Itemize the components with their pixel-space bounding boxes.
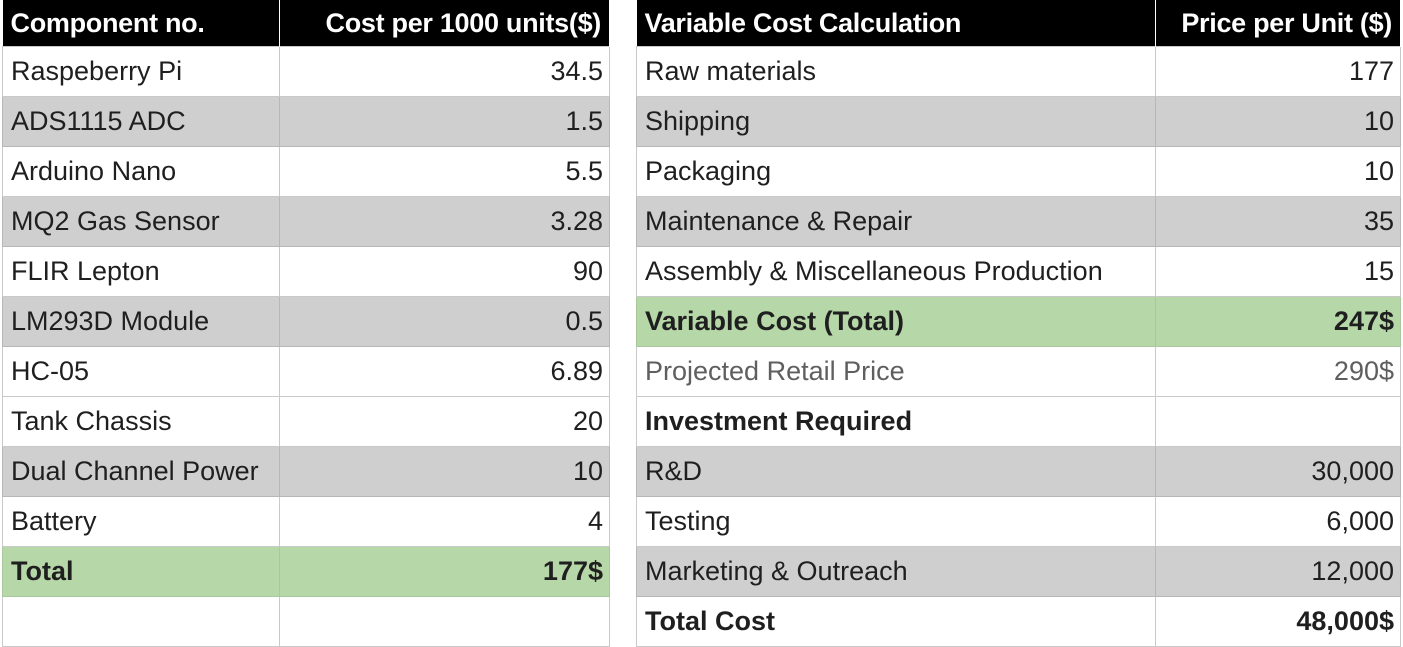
cost-label: Assembly & Miscellaneous Production <box>636 246 1156 297</box>
empty-cell <box>2 596 280 647</box>
cost-label: Packaging <box>636 146 1156 197</box>
component-cost: 5.5 <box>279 146 610 197</box>
column-header-calculation: Variable Cost Calculation <box>636 0 1156 47</box>
component-cost: 10 <box>279 446 610 497</box>
cost-value: 247$ <box>1155 296 1401 347</box>
cost-value: 10 <box>1155 146 1401 197</box>
table-row: Raspeberry Pi 34.5 <box>2 46 610 97</box>
total-value: 177$ <box>279 546 610 597</box>
table-row: MQ2 Gas Sensor 3.28 <box>2 196 610 247</box>
table-row: Projected Retail Price 290$ <box>636 346 1401 397</box>
component-cost: 6.89 <box>279 346 610 397</box>
component-cost: 90 <box>279 246 610 297</box>
table-row: Assembly & Miscellaneous Production 15 <box>636 246 1401 297</box>
component-name: FLIR Lepton <box>2 246 280 297</box>
cost-value: 290$ <box>1155 346 1401 397</box>
table-row: ADS1115 ADC 1.5 <box>2 96 610 147</box>
component-name: Battery <box>2 496 280 547</box>
cost-label: Marketing & Outreach <box>636 546 1156 597</box>
table-row: R&D 30,000 <box>636 446 1401 497</box>
cost-label: Testing <box>636 496 1156 547</box>
table-row: Maintenance & Repair 35 <box>636 196 1401 247</box>
cost-value: 10 <box>1155 96 1401 147</box>
table-row: Tank Chassis 20 <box>2 396 610 447</box>
component-name: Dual Channel Power <box>2 446 280 497</box>
component-cost: 4 <box>279 496 610 547</box>
component-name: Arduino Nano <box>2 146 280 197</box>
table-row: Arduino Nano 5.5 <box>2 146 610 197</box>
table-row: Testing 6,000 <box>636 496 1401 547</box>
variable-cost-table: Variable Cost Calculation Price per Unit… <box>636 0 1401 647</box>
component-name: Tank Chassis <box>2 396 280 447</box>
component-name: Raspeberry Pi <box>2 46 280 97</box>
table-row: HC-05 6.89 <box>2 346 610 397</box>
component-cost: 34.5 <box>279 46 610 97</box>
variable-cost-total-row: Variable Cost (Total) 247$ <box>636 296 1401 347</box>
component-cost: 1.5 <box>279 96 610 147</box>
empty-cell <box>279 596 610 647</box>
cost-label: Projected Retail Price <box>636 346 1156 397</box>
cost-value <box>1155 396 1401 447</box>
cost-value: 177 <box>1155 46 1401 97</box>
cost-label: Raw materials <box>636 46 1156 97</box>
cost-value: 35 <box>1155 196 1401 247</box>
cost-label: Maintenance & Repair <box>636 196 1156 247</box>
cost-value: 12,000 <box>1155 546 1401 597</box>
cost-label: Total Cost <box>636 596 1156 647</box>
component-cost: 20 <box>279 396 610 447</box>
empty-row <box>2 596 610 647</box>
component-cost-table: Component no. Cost per 1000 units($) Ras… <box>2 0 610 647</box>
cost-value: 15 <box>1155 246 1401 297</box>
component-name: HC-05 <box>2 346 280 397</box>
table-row: Battery 4 <box>2 496 610 547</box>
cost-label: Shipping <box>636 96 1156 147</box>
component-name: MQ2 Gas Sensor <box>2 196 280 247</box>
component-name: ADS1115 ADC <box>2 96 280 147</box>
table-row: Marketing & Outreach 12,000 <box>636 546 1401 597</box>
cost-value: 48,000$ <box>1155 596 1401 647</box>
table-header-row: Variable Cost Calculation Price per Unit… <box>636 0 1401 47</box>
column-header-price: Price per Unit ($) <box>1155 0 1401 47</box>
column-header-component: Component no. <box>2 0 280 47</box>
column-header-cost: Cost per 1000 units($) <box>279 0 610 47</box>
section-label: Investment Required <box>636 396 1156 447</box>
cost-value: 6,000 <box>1155 496 1401 547</box>
table-row: Packaging 10 <box>636 146 1401 197</box>
component-cost: 3.28 <box>279 196 610 247</box>
total-cost-row: Total Cost 48,000$ <box>636 596 1401 647</box>
table-row: Dual Channel Power 10 <box>2 446 610 497</box>
cost-label: Variable Cost (Total) <box>636 296 1156 347</box>
component-cost: 0.5 <box>279 296 610 347</box>
table-row: Shipping 10 <box>636 96 1401 147</box>
cost-value: 30,000 <box>1155 446 1401 497</box>
table-header-row: Component no. Cost per 1000 units($) <box>2 0 610 47</box>
component-name: LM293D Module <box>2 296 280 347</box>
total-row: Total 177$ <box>2 546 610 597</box>
section-row: Investment Required <box>636 396 1401 447</box>
table-row: LM293D Module 0.5 <box>2 296 610 347</box>
cost-label: R&D <box>636 446 1156 497</box>
table-row: FLIR Lepton 90 <box>2 246 610 297</box>
total-label: Total <box>2 546 280 597</box>
table-row: Raw materials 177 <box>636 46 1401 97</box>
